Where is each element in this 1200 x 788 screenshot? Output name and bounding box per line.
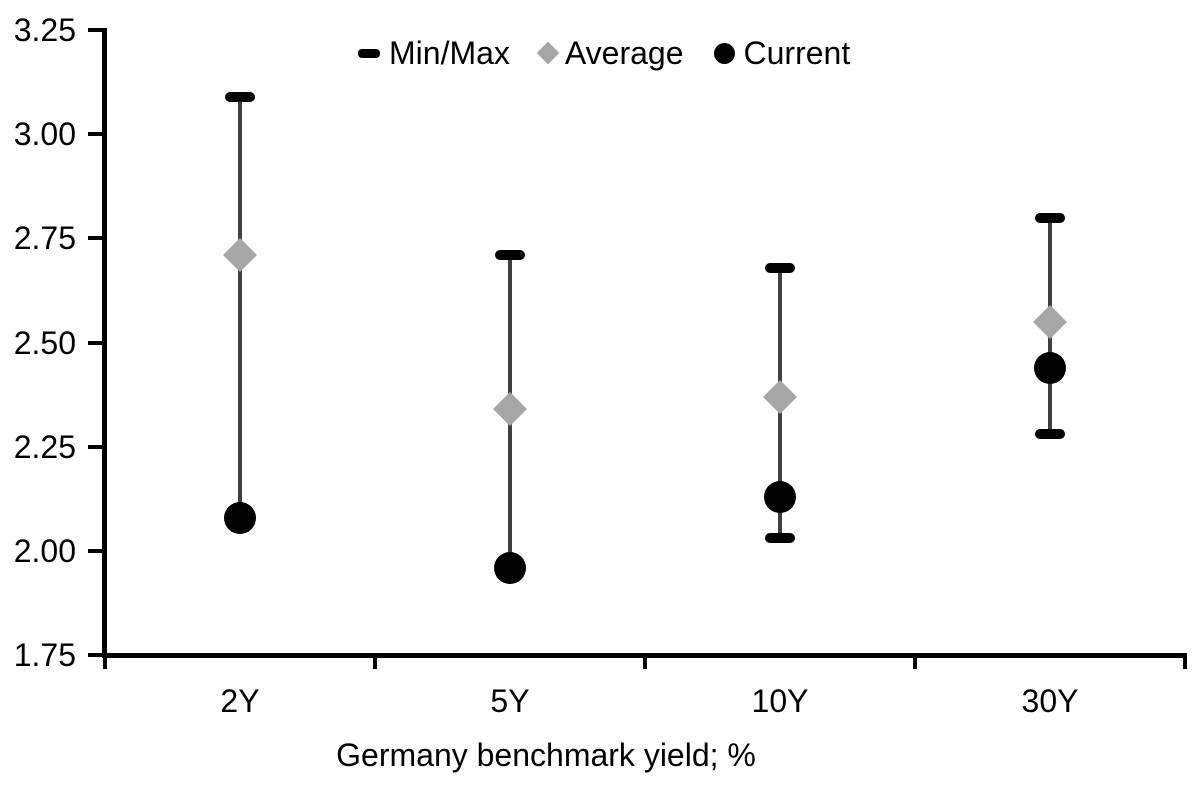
x-axis-tick bbox=[373, 655, 377, 669]
legend-item-average: Average bbox=[536, 33, 684, 73]
y-axis-tick-label: 2.00 bbox=[13, 532, 76, 569]
y-axis-tick-label: 1.75 bbox=[13, 637, 76, 673]
x-axis-tick-label: 5Y bbox=[490, 683, 530, 719]
x-axis-tick bbox=[913, 655, 917, 669]
x-axis-tick bbox=[103, 655, 107, 669]
y-axis-tick-label: 3.25 bbox=[13, 12, 76, 48]
y-axis-line bbox=[102, 28, 107, 658]
legend-item-minmax: Min/Max bbox=[358, 33, 510, 73]
y-axis-tick-label: 3.00 bbox=[13, 116, 76, 153]
y-axis-tick-label: 2.75 bbox=[13, 220, 76, 257]
x-axis-tick-label: 30Y bbox=[1021, 683, 1079, 719]
min-cap bbox=[765, 533, 795, 544]
y-axis-tick bbox=[88, 444, 105, 449]
y-axis-tick bbox=[88, 132, 105, 137]
y-axis-tick bbox=[88, 653, 105, 657]
average-diamond bbox=[763, 379, 797, 414]
minmax-dash-icon bbox=[358, 48, 380, 58]
y-axis-tick bbox=[88, 28, 105, 32]
legend-item-current: Current bbox=[713, 33, 851, 73]
average-diamond bbox=[1033, 304, 1067, 339]
current-dot bbox=[494, 551, 526, 584]
average-diamond bbox=[223, 238, 257, 272]
x-axis-line bbox=[102, 653, 1187, 658]
y-axis-tick bbox=[88, 236, 105, 241]
average-diamond bbox=[493, 392, 527, 427]
current-dot bbox=[1034, 351, 1066, 384]
legend-label-current: Current bbox=[743, 35, 851, 71]
current-dot bbox=[224, 501, 256, 534]
min-cap bbox=[1035, 429, 1065, 440]
x-axis-tick-label: 10Y bbox=[751, 683, 809, 719]
y-axis-tick-label: 2.25 bbox=[13, 428, 76, 465]
max-cap bbox=[495, 250, 525, 260]
legend-label-average: Average bbox=[564, 35, 684, 71]
legend-label-minmax: Min/Max bbox=[389, 35, 510, 71]
y-axis-tick bbox=[88, 340, 105, 345]
x-axis-tick-label: 2Y bbox=[220, 683, 260, 719]
error-bar-line bbox=[238, 96, 242, 518]
max-cap bbox=[225, 91, 255, 102]
y-axis-tick bbox=[88, 548, 105, 553]
max-cap bbox=[765, 262, 795, 273]
current-circle-icon bbox=[713, 42, 735, 64]
max-cap bbox=[1035, 212, 1065, 223]
y-axis-tick-label: 2.50 bbox=[13, 324, 76, 361]
x-axis-tick bbox=[1183, 655, 1187, 669]
legend: Min/Max Average Current bbox=[358, 33, 850, 73]
current-dot bbox=[764, 480, 796, 513]
x-axis-title: Germany benchmark yield; % bbox=[336, 737, 756, 773]
x-axis-tick bbox=[643, 655, 647, 669]
